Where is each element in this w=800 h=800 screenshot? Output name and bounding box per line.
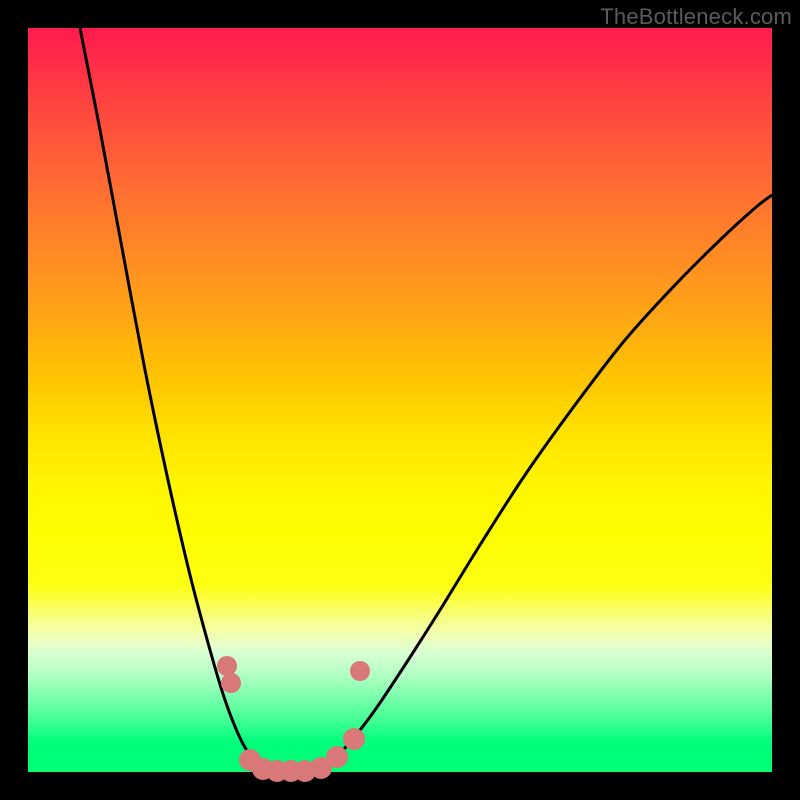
watermark-text: TheBottleneck.com — [600, 4, 792, 30]
gradient-plot-area — [28, 28, 772, 772]
